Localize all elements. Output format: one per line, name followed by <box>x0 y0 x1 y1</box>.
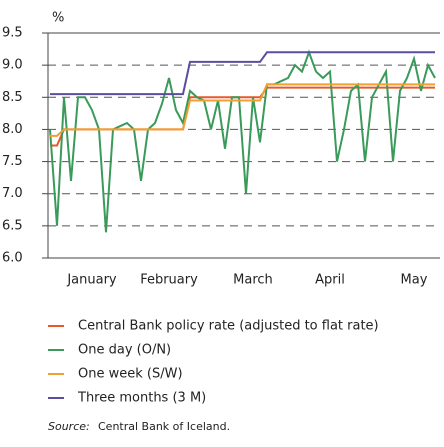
y-tick-label: 7.0 <box>2 186 23 201</box>
y-tick-label: 6.5 <box>2 218 23 233</box>
x-tick-label: February <box>140 273 198 288</box>
x-tick-label: April <box>315 273 345 288</box>
series-line <box>50 51 435 96</box>
y-tick-label: 8.5 <box>2 90 23 105</box>
legend-label: One week (S/W) <box>78 367 183 382</box>
y-tick-label: 9.0 <box>2 58 23 73</box>
legend-label: Three months (3 M) <box>77 391 206 406</box>
legend-label: One day (O/N) <box>78 343 171 358</box>
y-tick-label: 9.5 <box>2 26 23 41</box>
source-text: Central Bank of Iceland. <box>98 420 230 433</box>
x-tick-label: January <box>66 273 117 288</box>
series-line <box>50 83 435 137</box>
y-unit: % <box>52 11 64 26</box>
x-tick-label: May <box>401 273 428 288</box>
y-tick-label: 8.0 <box>2 122 23 137</box>
y-tick-label: 6.0 <box>2 251 23 266</box>
series-line <box>49 49 436 233</box>
y-tick-label: 7.5 <box>2 154 23 169</box>
source-label: Source: <box>48 420 90 433</box>
legend-label: Central Bank policy rate (adjusted to fl… <box>78 319 379 334</box>
x-tick-label: March <box>233 273 273 288</box>
